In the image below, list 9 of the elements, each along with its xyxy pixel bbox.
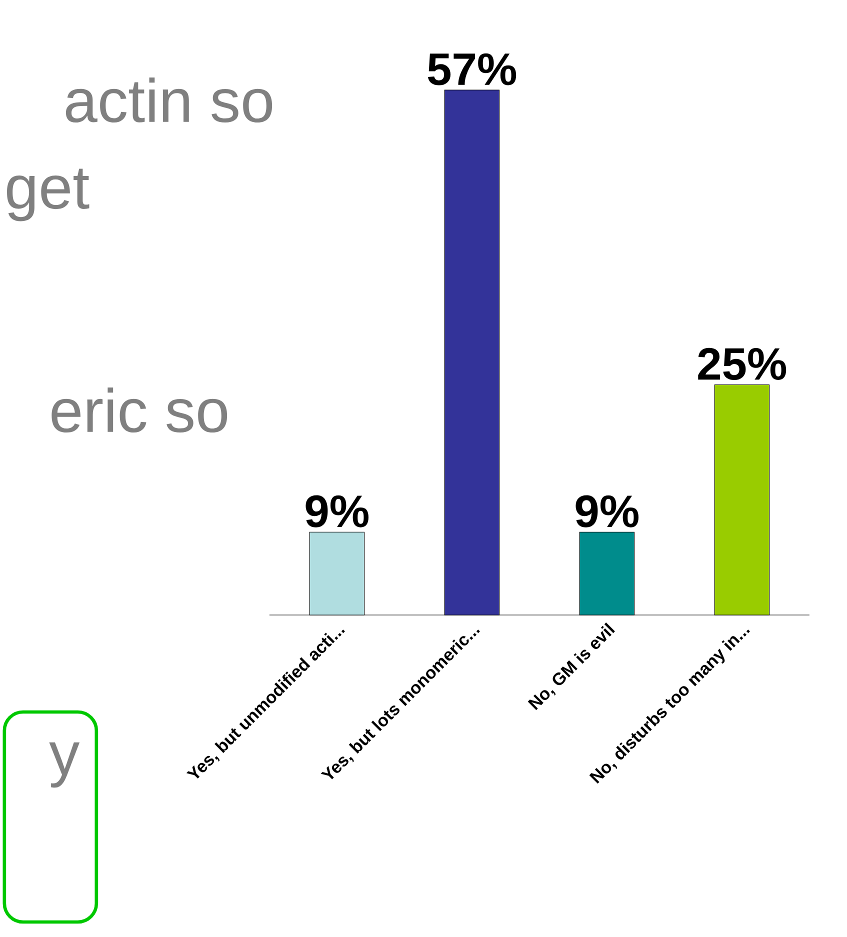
data-label: 25% [698, 348, 786, 380]
text: get [6, 168, 90, 222]
x-tick-label: No, GM is evil [528, 622, 615, 710]
text: eric so [51, 387, 227, 433]
text: y [48, 742, 80, 788]
data-label: 57% [428, 53, 516, 86]
data-label: 9% [306, 495, 368, 528]
data-label: 9% [576, 495, 638, 528]
annotation: actin so [66, 77, 272, 123]
